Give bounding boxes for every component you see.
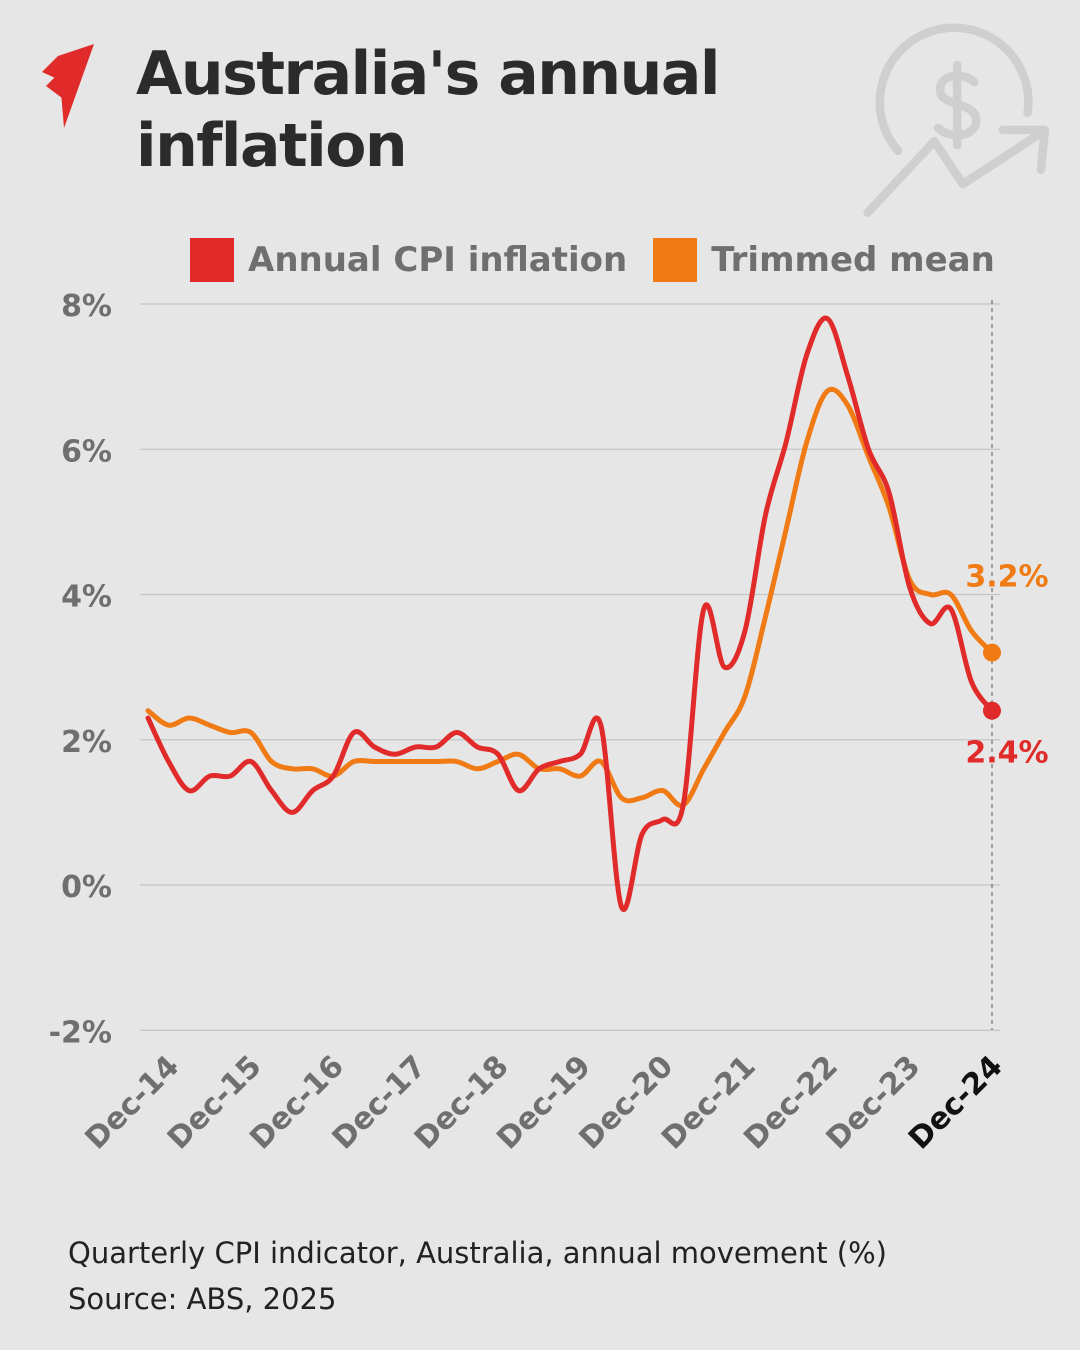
- page-title: Australia's annual inflation: [136, 39, 720, 181]
- y-tick-label: 2%: [61, 725, 112, 760]
- end-point-trimmed-mean: [983, 643, 1001, 662]
- end-point-cpi: [983, 701, 1001, 720]
- series-line-cpi: [145, 315, 995, 913]
- footer-source: Source: ABS, 2025: [68, 1282, 337, 1316]
- legend-item-cpi: Annual CPI inflation: [190, 238, 627, 282]
- chart-legend: Annual CPI inflation Trimmed mean: [190, 238, 1021, 282]
- y-tick-label: 4%: [61, 580, 112, 615]
- footer-note: Quarterly CPI indicator, Australia, annu…: [68, 1236, 887, 1270]
- legend-item-trimmed: Trimmed mean: [653, 238, 995, 282]
- series-line-trimmed-mean: [145, 386, 995, 809]
- end-label-cpi: 2.4%: [965, 736, 1048, 771]
- legend-swatch-trimmed: [653, 238, 698, 282]
- y-tick-label: -2%: [49, 1015, 112, 1050]
- end-label-trimmed-mean: 3.2%: [965, 560, 1048, 595]
- chart-footer: Quarterly CPI indicator, Australia, annu…: [68, 1230, 887, 1322]
- y-tick-label: 6%: [61, 434, 112, 469]
- y-tick-label: 8%: [61, 289, 112, 324]
- legend-label-trimmed: Trimmed mean: [711, 240, 995, 280]
- dollar-growth-icon: [863, 23, 1050, 217]
- legend-swatch-cpi: [190, 238, 234, 282]
- y-tick-label: 0%: [61, 870, 112, 905]
- sbs-logo: [42, 44, 94, 128]
- legend-label-cpi: Annual CPI inflation: [248, 240, 628, 280]
